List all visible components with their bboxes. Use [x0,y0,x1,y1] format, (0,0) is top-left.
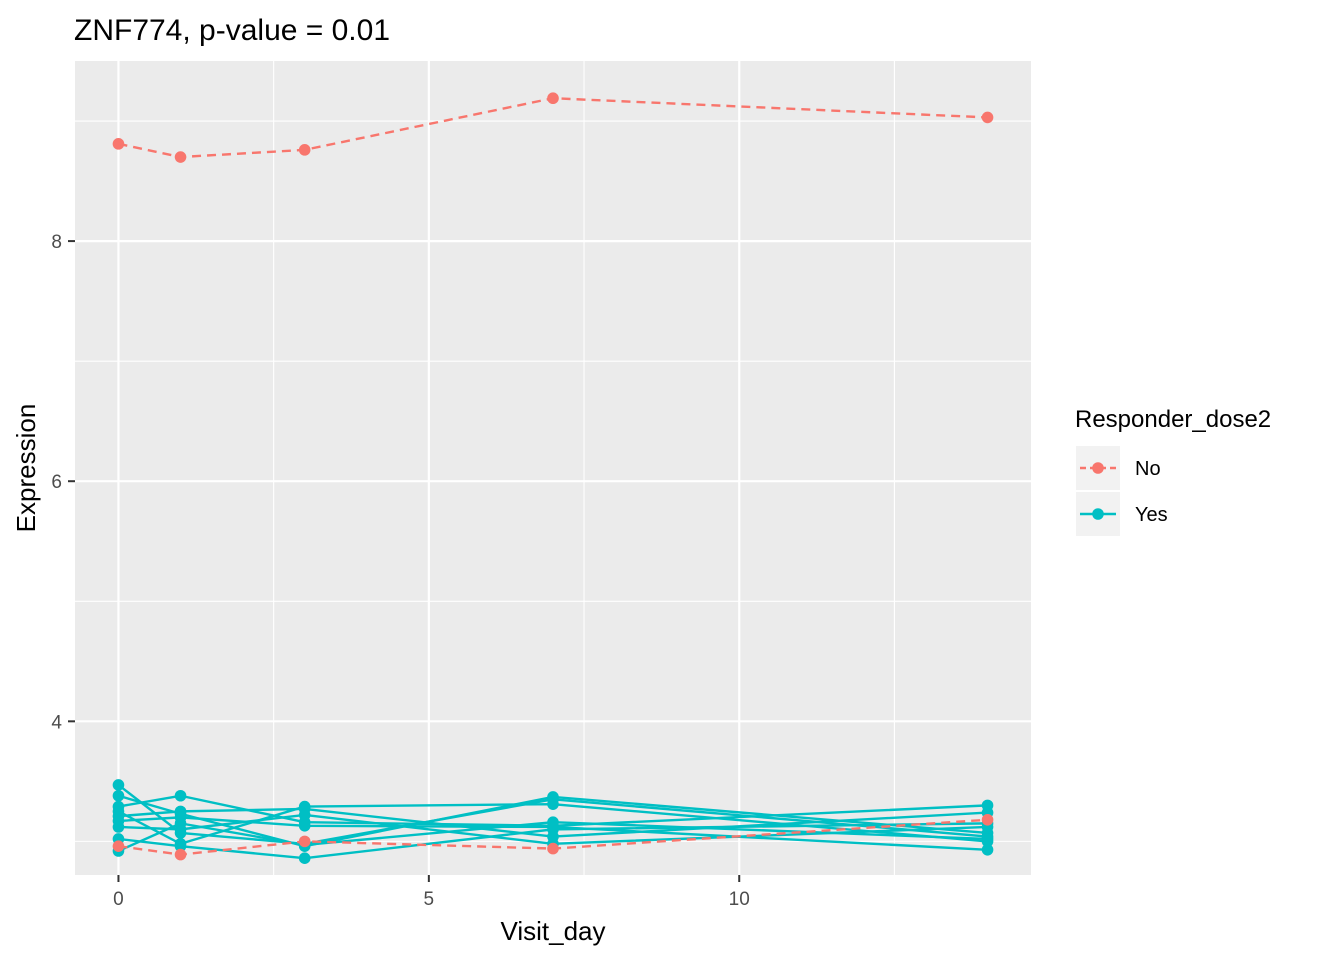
legend-key-point-yes [1092,508,1104,520]
data-point-yes-3-0 [112,779,125,791]
data-point-no-1-3 [547,92,559,105]
minor-gridlines [75,61,1031,875]
data-point-no-1-1 [174,151,187,163]
legend: Responder_dose2 No Yes [1075,406,1271,536]
x-tick-label-0: 0 [113,889,124,910]
data-point-yes-5-1 [174,789,187,802]
data-point-no-2-3 [547,842,559,855]
data-point-no-2-1 [174,848,187,861]
data-point-yes-4-0 [112,789,125,802]
data-point-yes-11-3 [547,816,559,828]
data-point-no-1-0 [112,138,125,150]
legend-label-no: No [1135,458,1161,480]
data-point-yes-11-4 [981,833,994,845]
y-tick-label-4: 4 [51,712,62,733]
x-tick-label-10: 10 [729,889,750,910]
data-point-yes-8-4 [981,843,994,856]
data-point-yes-9-0 [112,821,125,833]
data-point-no-2-2 [298,835,311,848]
data-point-no-1-2 [298,144,311,156]
data-point-yes-6-3 [547,798,559,810]
y-tick-label-6: 6 [51,472,62,493]
x-tick-label-5: 5 [424,889,435,910]
legend-entries: No Yes [1076,446,1168,536]
data-point-yes-8-2 [298,819,311,832]
data-point-no-1-4 [981,111,994,124]
major-gridlines [75,61,1031,875]
data-point-no-2-0 [112,840,125,852]
data-point-no-2-4 [981,813,994,826]
data-point-yes-11-1 [174,817,187,830]
points-layer [112,92,994,864]
y-tick-label-8: 8 [51,232,62,253]
data-point-yes-10-1 [174,840,187,852]
legend-key-point-no [1092,462,1104,474]
x-axis: 0 5 10 [113,875,750,910]
plot-panel [75,61,1031,875]
legend-label-yes: Yes [1135,504,1168,526]
chart-title: ZNF774, p-value = 0.01 [74,14,390,47]
x-axis-title: Visit_day [500,916,605,946]
y-axis-title: Expression [11,404,41,533]
legend-title: Responder_dose2 [1075,406,1271,433]
y-axis: 4 6 8 [51,232,75,733]
data-point-yes-9-2 [298,809,311,821]
data-point-yes-10-2 [298,852,311,864]
